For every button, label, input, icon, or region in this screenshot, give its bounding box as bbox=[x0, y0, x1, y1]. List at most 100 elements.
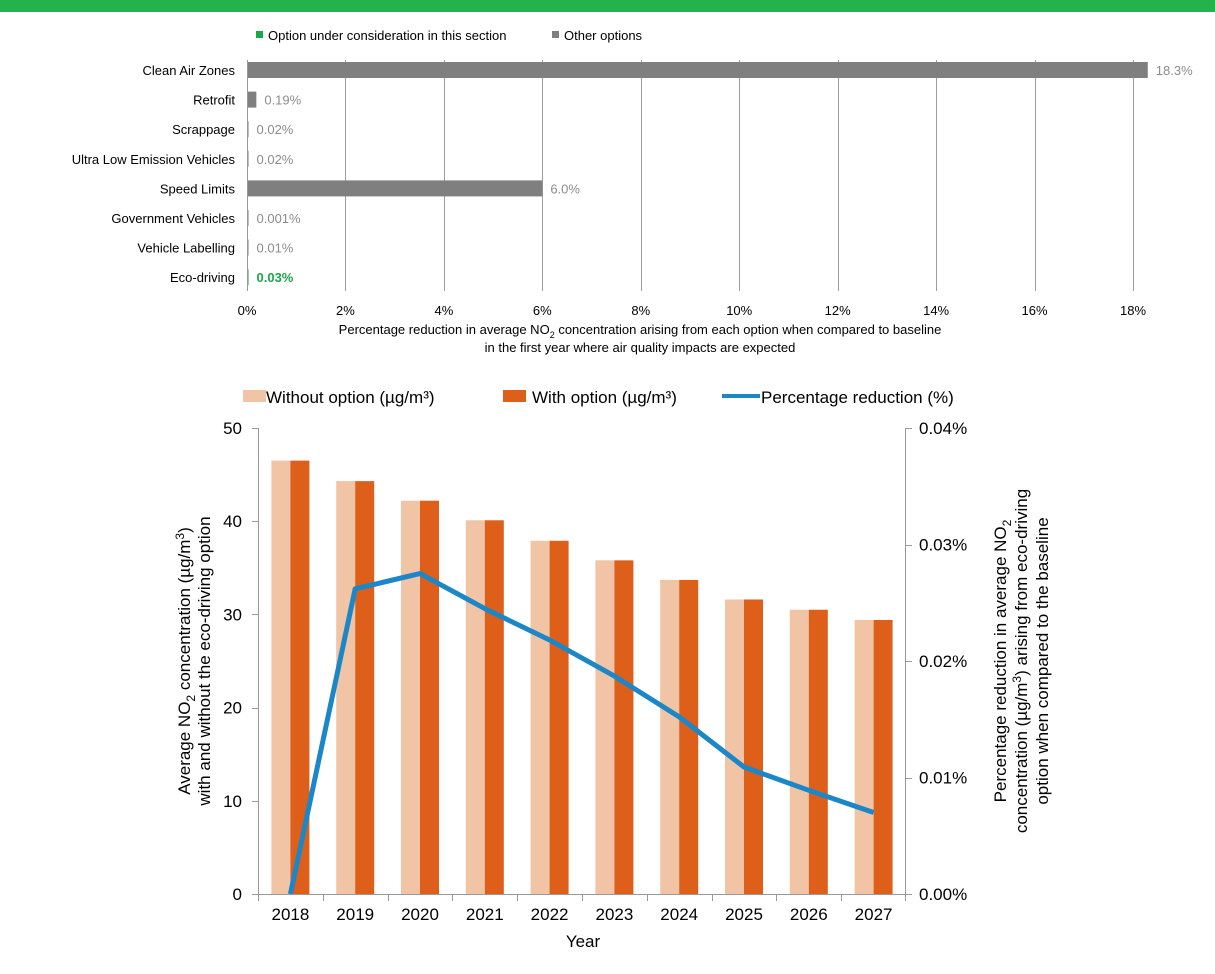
chart2-left-tick-label: 0 bbox=[233, 885, 242, 904]
bar-with-option-2022 bbox=[549, 540, 569, 894]
chart2-right-axis-title: Percentage reduction in average NO2 conc… bbox=[991, 489, 1052, 833]
chart2-legend: Without option (µg/m³) With option (µg/m… bbox=[243, 388, 954, 407]
chart1-x-tick-label: 12% bbox=[825, 303, 851, 318]
category-label-vehicle-labelling: Vehicle Labelling bbox=[137, 241, 235, 256]
chart2-right-tick-label: 0.04% bbox=[919, 419, 967, 438]
chart1-x-tick-label: 10% bbox=[726, 303, 752, 318]
year-label-2021: 2021 bbox=[466, 905, 504, 924]
chart1-x-tick-label: 8% bbox=[631, 303, 650, 318]
legend-swatch-with-option bbox=[503, 390, 526, 402]
bar-with-option-2021 bbox=[484, 520, 504, 894]
bar-with-option-2018 bbox=[290, 460, 310, 894]
chart1-bars bbox=[247, 62, 1148, 286]
bar-with-option-2026 bbox=[808, 609, 828, 894]
chart2-right-tick-label: 0.01% bbox=[919, 769, 967, 788]
year-label-2025: 2025 bbox=[725, 905, 763, 924]
left-axis-title-line2: with and without the eco-driving option bbox=[195, 516, 214, 806]
category-label-ultra-low-emission-vehicles: Ultra Low Emission Vehicles bbox=[72, 152, 236, 167]
value-label-scrappage: 0.02% bbox=[257, 122, 294, 137]
chart1-value-labels: 18.3% 0.19% 0.02% 0.02% 6.0% 0.001% 0.01% 0.03% bbox=[257, 63, 1194, 285]
chart2-left-tick-label: 30 bbox=[223, 605, 242, 624]
value-label-ultra-low-emission-vehicles: 0.02% bbox=[257, 152, 294, 167]
chart2-x-axis-title: Year bbox=[566, 932, 601, 951]
legend-label-percentage-reduction: Percentage reduction (%) bbox=[761, 388, 954, 407]
chart2-right-tick-labels: 0.00% 0.01% 0.02% 0.03% 0.04% bbox=[906, 419, 967, 904]
category-label-government-vehicles: Government Vehicles bbox=[111, 211, 235, 226]
top-accent-bar bbox=[0, 0, 1215, 12]
bar-without-option-2018 bbox=[271, 460, 291, 894]
chart1-x-tick-label: 4% bbox=[434, 303, 453, 318]
percentage-reduction-line bbox=[287, 571, 875, 895]
chart1-x-tick-labels: 0% 2% 4% 6% 8% 10% 12% 14% 16% 18% bbox=[238, 303, 1147, 318]
options-comparison-chart: Option under consideration in this secti… bbox=[72, 28, 1193, 355]
chart1-x-axis-title-line1: Percentage reduction in average NO2 conc… bbox=[339, 322, 942, 340]
legend-label-without-option: Without option (µg/m³) bbox=[266, 388, 435, 407]
year-label-2018: 2018 bbox=[271, 905, 309, 924]
right-axis-title-line1: Percentage reduction in average NO2 bbox=[991, 519, 1014, 802]
chart1-x-tick-label: 16% bbox=[1022, 303, 1048, 318]
bar-without-option-2026 bbox=[789, 609, 809, 894]
chart1-category-labels: Clean Air Zones Retrofit Scrappage Ultra Lo… bbox=[72, 63, 236, 285]
chart1-x-tick-label: 2% bbox=[336, 303, 355, 318]
bar-retrofit bbox=[247, 91, 257, 108]
year-label-2020: 2020 bbox=[401, 905, 439, 924]
bar-with-option-2023 bbox=[614, 560, 634, 894]
value-label-eco-driving: 0.03% bbox=[257, 270, 294, 285]
value-label-government-vehicles: 0.001% bbox=[257, 211, 302, 226]
category-label-speed-limits: Speed Limits bbox=[160, 181, 236, 196]
year-label-2027: 2027 bbox=[855, 905, 893, 924]
category-label-clean-air-zones: Clean Air Zones bbox=[143, 63, 236, 78]
legend-label-option-under-consideration: Option under consideration in this secti… bbox=[268, 28, 506, 43]
category-label-eco-driving: Eco-driving bbox=[170, 270, 235, 285]
legend-label-other-options: Other options bbox=[564, 28, 643, 43]
year-label-2026: 2026 bbox=[790, 905, 828, 924]
chart1-x-tick-label: 6% bbox=[533, 303, 552, 318]
chart2-bars bbox=[271, 460, 893, 894]
chart2-right-tick-label: 0.02% bbox=[919, 652, 967, 671]
bar-with-option-2019 bbox=[355, 481, 375, 894]
value-label-retrofit: 0.19% bbox=[264, 93, 301, 108]
year-label-2022: 2022 bbox=[531, 905, 569, 924]
chart2-year-labels: 2018 2019 2020 2021 2022 2023 2024 2025 2026 2027 bbox=[271, 905, 892, 924]
bar-without-option-2025 bbox=[725, 599, 744, 894]
category-label-scrappage: Scrappage bbox=[172, 122, 235, 137]
chart2-left-tick-label: 20 bbox=[223, 699, 242, 718]
chart1-x-tick-label: 0% bbox=[238, 303, 257, 318]
chart2-left-axis-title: Average NO2 concentration (µg/m3) with a… bbox=[173, 516, 214, 806]
bar-speed-limits bbox=[247, 180, 543, 197]
bar-without-option-2027 bbox=[854, 619, 874, 894]
bar-with-option-2024 bbox=[679, 579, 699, 894]
chart2-right-tick-label: 0.03% bbox=[919, 536, 967, 555]
bar-without-option-2019 bbox=[336, 481, 356, 894]
chart2-left-tick-label: 40 bbox=[223, 512, 242, 531]
bar-without-option-2020 bbox=[401, 500, 420, 894]
chart2-axes bbox=[258, 428, 906, 901]
bar-without-option-2024 bbox=[660, 579, 680, 894]
chart1-x-tick-label: 14% bbox=[923, 303, 949, 318]
chart2-right-tick-label: 0.00% bbox=[919, 885, 967, 904]
chart2-left-tick-labels: 0 10 20 30 40 50 bbox=[223, 419, 258, 904]
value-label-vehicle-labelling: 0.01% bbox=[257, 241, 294, 256]
value-label-speed-limits: 6.0% bbox=[550, 181, 580, 196]
bar-with-option-2025 bbox=[744, 599, 763, 894]
value-label-clean-air-zones: 18.3% bbox=[1156, 63, 1193, 78]
left-axis-title-line1: Average NO2 concentration (µg/m3) bbox=[173, 527, 198, 795]
bar-without-option-2022 bbox=[530, 540, 550, 894]
eco-driving-trend-chart: Without option (µg/m³) With option (µg/m… bbox=[173, 388, 1052, 951]
bar-without-option-2021 bbox=[465, 520, 485, 894]
legend-swatch-other-options bbox=[552, 31, 559, 38]
bar-clean-air-zones bbox=[247, 62, 1148, 78]
chart2-left-tick-label: 10 bbox=[223, 792, 242, 811]
right-axis-title-line2: concentration (µg/m3) arising from eco-d… bbox=[1010, 489, 1031, 833]
chart1-x-tick-label: 18% bbox=[1120, 303, 1146, 318]
legend-swatch-without-option bbox=[243, 390, 266, 402]
chart1-x-axis-title-line2: in the first year where air quality impa… bbox=[485, 340, 796, 355]
right-axis-title-line3: option when compared to the baseline bbox=[1033, 517, 1052, 804]
year-label-2019: 2019 bbox=[336, 905, 374, 924]
chart1-legend: Option under consideration in this secti… bbox=[256, 28, 643, 43]
legend-label-with-option: With option (µg/m³) bbox=[532, 388, 677, 407]
legend-swatch-option-under-consideration bbox=[256, 31, 263, 38]
bar-without-option-2023 bbox=[595, 560, 615, 894]
year-label-2023: 2023 bbox=[595, 905, 633, 924]
